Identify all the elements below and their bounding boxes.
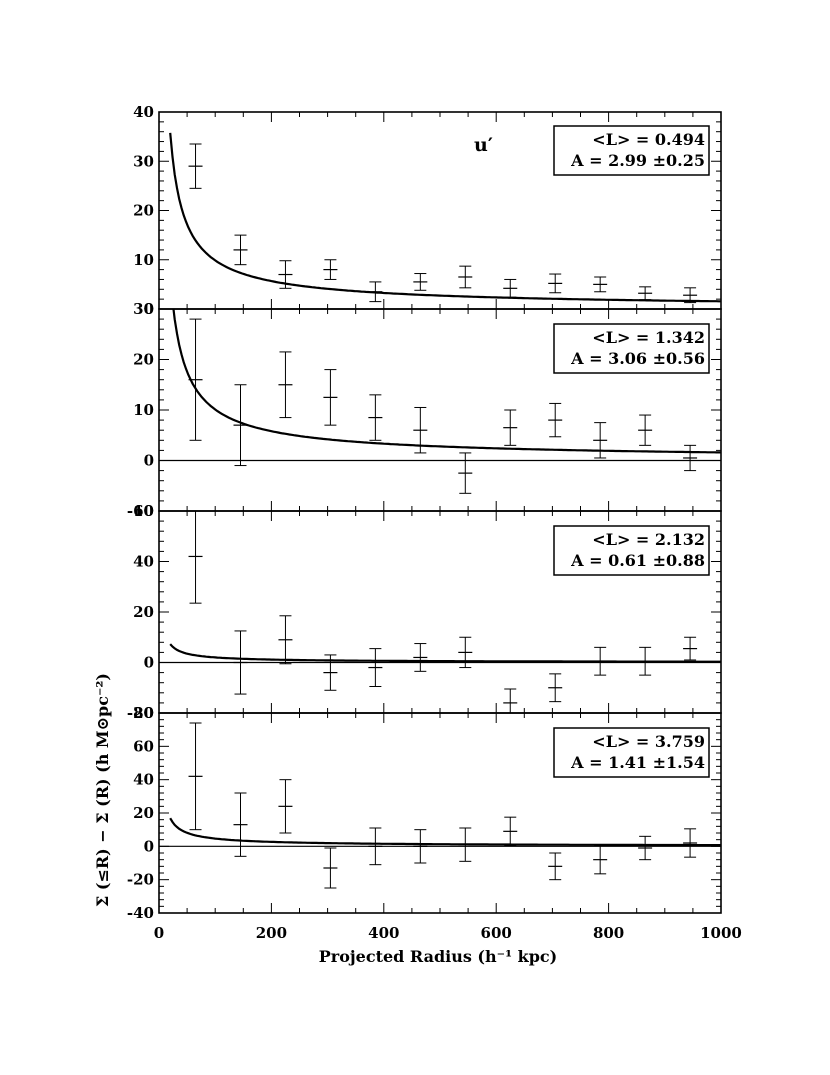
panel-plot-area (159, 309, 721, 494)
legend-box (553, 125, 710, 176)
panel-2: -10 0 10 20 30 <L> = 1.342 A = 3.06 ±0.56 (127, 300, 722, 520)
band-label: u′ (474, 134, 493, 156)
panel-plot-area (159, 722, 721, 889)
x-tick-label: 400 (368, 924, 399, 942)
panel-3: -20 0 20 40 60 <L> = 2.132 A = 0.61 ±0.88 (127, 502, 722, 722)
legend-amplitude: A = 1.41 ±1.54 (570, 753, 705, 772)
y-tick-label: 30 (133, 152, 154, 170)
panel-plot-area (159, 511, 721, 713)
x-tick-label: 600 (481, 924, 512, 942)
panel-1: 0 10 20 30 40 <L> = 0.494 A = 2.99 ±0.25 (133, 103, 722, 318)
x-tick-label: 0 (154, 924, 164, 942)
fit-curve (169, 817, 721, 847)
y-tick-label: -20 (127, 871, 154, 889)
legend-luminosity: <L> = 0.494 (592, 130, 705, 149)
x-tick-label: 800 (593, 924, 624, 942)
legend-luminosity: <L> = 2.132 (592, 530, 705, 549)
x-tick-label: 1000 (700, 924, 742, 942)
y-tick-label: 60 (133, 502, 154, 520)
fit-curve (172, 309, 721, 454)
y-tick-label: 60 (133, 737, 154, 755)
y-tick-label: 20 (133, 202, 154, 220)
panel-plot-area (169, 132, 721, 304)
fit-curve (169, 643, 721, 663)
y-tick-label: 20 (133, 603, 154, 621)
y-axis-title: Σ (≤R) − Σ (R) (h M⊙pc⁻²) (93, 673, 112, 907)
panels-group: 0 10 20 30 40 <L> = 0.494 A = 2.99 ±0.25 -10 0 10… (127, 103, 742, 942)
legend-luminosity: <L> = 3.759 (592, 732, 705, 751)
y-tick-label: 20 (133, 351, 154, 369)
y-tick-label: 0 (144, 837, 154, 855)
y-tick-label: 40 (133, 103, 154, 121)
legend-luminosity: <L> = 1.342 (592, 328, 705, 347)
legend-amplitude: A = 2.99 ±0.25 (570, 151, 705, 170)
y-tick-label: 20 (133, 804, 154, 822)
y-tick-label: 0 (144, 654, 154, 672)
fit-curve (169, 132, 721, 303)
x-axis-title: Projected Radius (h⁻¹ kpc) (319, 947, 558, 966)
legend-box (553, 727, 710, 778)
y-tick-label: 40 (133, 553, 154, 571)
legend-amplitude: A = 3.06 ±0.56 (570, 349, 705, 368)
y-tick-label: -10 (127, 502, 154, 520)
legend-amplitude: A = 0.61 ±0.88 (570, 551, 705, 570)
legend-box (553, 323, 710, 374)
y-tick-label: 30 (133, 300, 154, 318)
y-tick-label: 10 (133, 401, 154, 419)
panel-4: -40 -20 0 20 40 60 80 <L> = 3.759 A = 1.41 ±1.54… (127, 704, 742, 942)
legend-box (553, 525, 710, 576)
y-tick-label: 80 (133, 704, 154, 722)
x-tick-label: 200 (256, 924, 287, 942)
y-tick-label: 40 (133, 771, 154, 789)
y-tick-label: -40 (127, 904, 154, 922)
y-tick-label: 10 (133, 251, 154, 269)
y-tick-label: 0 (144, 452, 154, 470)
y-tick-label: -20 (127, 704, 154, 722)
y-tick-label: 0 (144, 300, 154, 318)
